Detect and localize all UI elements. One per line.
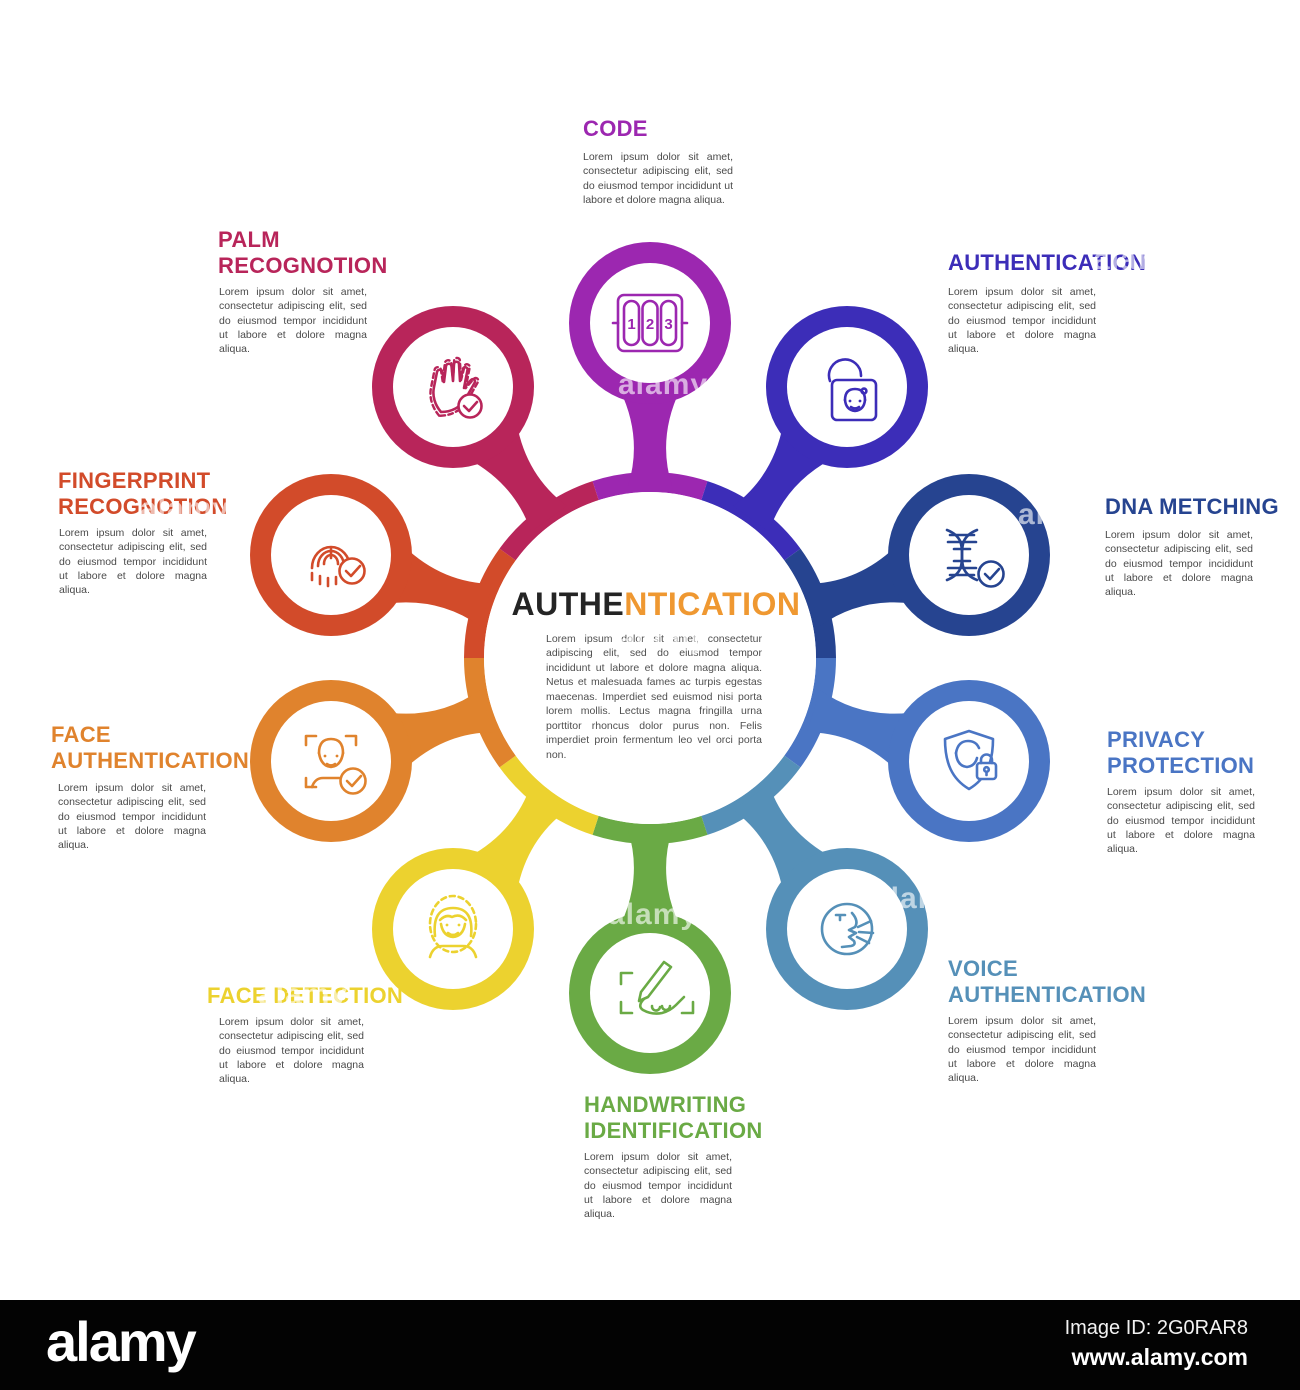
label-handwriting-identification: HANDWRITING IDENTIFICATION [584, 1092, 799, 1144]
label-privacy-protection: PRIVACY PROTECTION [1107, 727, 1297, 779]
label-fingerprint-recognotion: FINGERPRINT RECOGNOTION [58, 468, 273, 520]
label-authentication: AUTHENTICATION [948, 250, 1158, 276]
item-title: FINGERPRINT RECOGNOTION [58, 468, 228, 519]
item-title: FACE AUTHENTICATION [51, 722, 250, 773]
hand-writing-icon [619, 960, 695, 1015]
center-title: AUTHENTICATION [480, 588, 832, 620]
label-dna-metching: DNA METCHING [1105, 494, 1300, 520]
item-description: Lorem ipsum dolor sit amet, consectetur … [1107, 786, 1255, 856]
connector [620, 390, 680, 486]
item-title: AUTHENTICATION [948, 250, 1147, 275]
item-description: Lorem ipsum dolor sit amet, consectetur … [59, 527, 207, 597]
label-face-detection: FACE DETECTION [207, 983, 467, 1009]
item-title: VOICE AUTHENTICATION [948, 956, 1147, 1007]
satellite-inner [590, 263, 710, 383]
connector [806, 546, 915, 626]
connector [385, 546, 494, 626]
satellite-inner [787, 869, 907, 989]
label-voice-authentication: VOICE AUTHENTICATION [948, 956, 1153, 1008]
fingerprint-check-icon [310, 545, 366, 588]
female-face-scan-icon [428, 894, 478, 959]
item-description: Lorem ipsum dolor sit amet, consectetur … [948, 1015, 1096, 1085]
item-description: Lorem ipsum dolor sit amet, consectetur … [219, 1016, 364, 1086]
speaking-face-icon [820, 902, 875, 956]
satellite-inner [909, 701, 1029, 821]
code-digit: 1 [627, 316, 635, 333]
satellites [250, 242, 1050, 1074]
item-title: HANDWRITING IDENTIFICATION [584, 1092, 763, 1143]
shield-face-lock-icon [943, 729, 998, 791]
palm-check-icon [429, 356, 483, 419]
item-title: PALM RECOGNOTION [218, 227, 388, 278]
satellite-inner [393, 869, 513, 989]
alamy-url: www.alamy.com [1071, 1344, 1248, 1370]
satellite-inner [787, 327, 907, 447]
dna-check-icon [945, 528, 1005, 588]
center-title-accent: NTICATION [624, 586, 801, 622]
item-title: PRIVACY PROTECTION [1107, 727, 1255, 778]
item-title: CODE [583, 116, 648, 141]
face-check-icon [304, 734, 367, 795]
label-code: CODE [583, 116, 783, 142]
item-title: DNA METCHING [1105, 494, 1279, 519]
label-palm-recognotion: PALM RECOGNOTION [218, 227, 398, 279]
code-digit: 2 [646, 316, 654, 333]
satellite-inner [909, 495, 1029, 615]
item-description: Lorem ipsum dolor sit amet, consectetur … [583, 151, 733, 206]
code-digit: 3 [664, 316, 672, 333]
label-face-authentication: FACE AUTHENTICATION [51, 722, 261, 774]
alamy-bar: alamy Image ID: 2G0RAR8 www.alamy.com [0, 1300, 1300, 1390]
satellite-inner [393, 327, 513, 447]
item-description: Lorem ipsum dolor sit amet, consectetur … [58, 782, 206, 852]
item-description: Lorem ipsum dolor sit amet, consectetur … [948, 286, 1096, 356]
combination-lock-icon: 1 2 3 [611, 293, 689, 353]
item-description: Lorem ipsum dolor sit amet, consectetur … [584, 1151, 732, 1221]
center-description: Lorem ipsum dolor sit amet, consectetur … [546, 633, 762, 761]
item-description: Lorem ipsum dolor sit amet, consectetur … [1105, 529, 1253, 599]
item-description: Lorem ipsum dolor sit amet, consectetur … [219, 286, 367, 356]
center-circle [484, 492, 816, 824]
satellite-inner [271, 701, 391, 821]
image-id: Image ID: 2G0RAR8 [1064, 1317, 1248, 1339]
center-title-dark: AUTHE [511, 586, 625, 622]
connector [620, 830, 680, 926]
unlocked-padlock-face-icon [827, 358, 878, 422]
connector [385, 690, 494, 770]
item-title: FACE DETECTION [207, 983, 404, 1008]
connector [806, 690, 915, 770]
alamy-logo: alamy [46, 1310, 197, 1373]
